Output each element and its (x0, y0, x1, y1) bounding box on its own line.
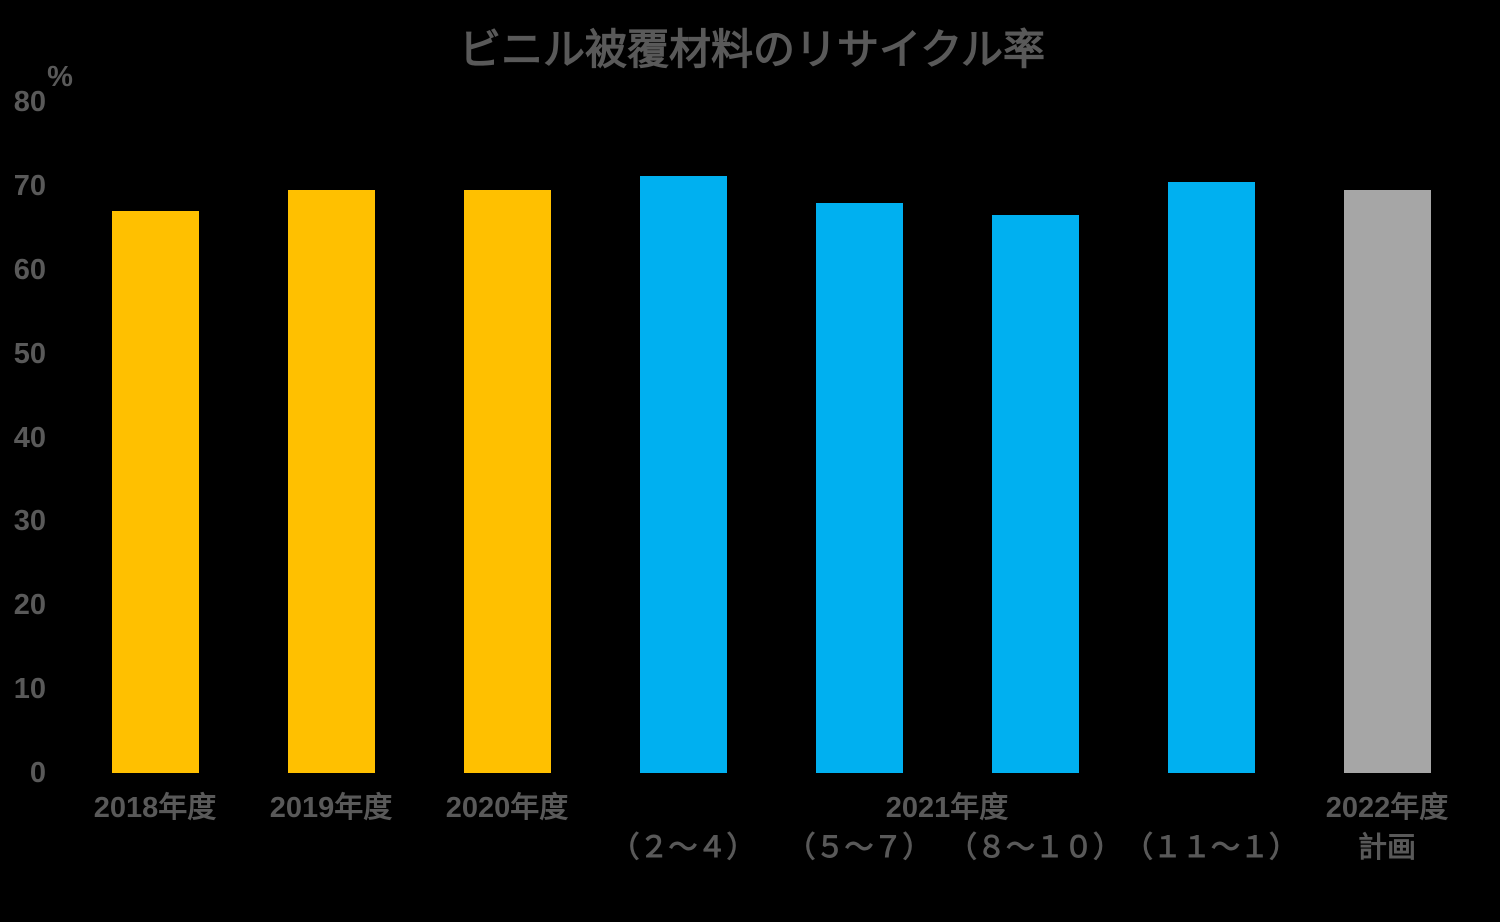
x-label-2022: 2022年度 (1325, 792, 1449, 824)
x-label-2021-feb-apr: （２～４） (610, 832, 756, 864)
y-tick-label: 70 (13, 169, 46, 202)
chart-title: ビニル被覆材料のリサイクル率 (459, 26, 1045, 73)
x-label-2021-may-jul: （５～７） (786, 832, 932, 864)
y-tick-label: 60 (13, 253, 46, 286)
y-tick-label: 80 (13, 86, 46, 118)
x-label-2021: 2021年度 (885, 792, 1009, 824)
y-tick-label: 30 (13, 505, 46, 538)
bar-2021-nov-jan (1167, 181, 1255, 773)
y-tick-label: 0 (29, 757, 46, 789)
y-tick-label: 10 (13, 673, 46, 706)
bar-2020 (463, 190, 551, 773)
x-label-2020: 2020年度 (445, 792, 569, 824)
bar-2021-feb-apr (639, 175, 727, 773)
y-axis-unit-label: % (47, 61, 73, 93)
bar-2021-aug-oct (991, 215, 1079, 773)
bar-2018 (111, 211, 199, 773)
x-label-2022-plan: 計画 (1357, 832, 1417, 864)
x-label-2019: 2019年度 (269, 792, 393, 824)
x-label-2021-nov-jan: （１１～１） (1123, 832, 1299, 864)
y-tick-label: 50 (13, 337, 46, 370)
bar-2022-plan (1343, 190, 1431, 773)
x-label-2021-aug-oct: （８～１０） (947, 832, 1123, 864)
bar-2021-may-jul (815, 202, 903, 773)
y-tick-label: 20 (13, 589, 46, 622)
bar-2019 (287, 190, 375, 773)
y-tick-label: 40 (13, 421, 46, 454)
x-label-2018: 2018年度 (93, 792, 217, 824)
